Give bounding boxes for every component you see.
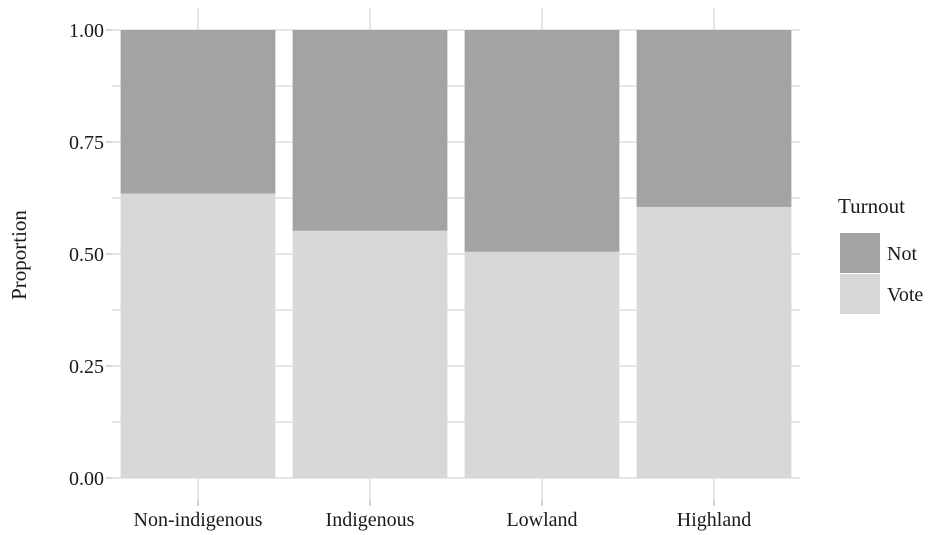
y-axis: 0.00 0.25 0.50 0.75 1.00: [69, 20, 112, 490]
bar-vote-indigenous: [292, 230, 448, 478]
x-axis: Non-indigenous Indigenous Lowland Highland: [134, 500, 751, 531]
bar-not-highland: [636, 30, 792, 207]
bars: [120, 30, 792, 478]
y-tick-label: 0.50: [69, 244, 104, 266]
y-axis-title: Proportion: [7, 210, 31, 300]
legend-swatch-vote: [840, 274, 880, 314]
legend-swatch-not: [840, 233, 880, 273]
legend-label-not: Not: [887, 243, 917, 265]
bar-vote-lowland: [464, 251, 620, 478]
x-tick-label: Lowland: [506, 509, 577, 531]
x-tick-label: Highland: [677, 509, 751, 531]
bar-vote-highland: [636, 206, 792, 478]
x-tick-label: Non-indigenous: [134, 509, 263, 531]
y-tick-label: 0.00: [69, 468, 104, 490]
y-tick-label: 0.25: [69, 356, 104, 378]
y-tick-label: 0.75: [69, 132, 104, 154]
y-tick-label: 1.00: [69, 20, 104, 42]
legend-label-vote: Vote: [887, 284, 923, 306]
bar-not-indigenous: [292, 30, 448, 231]
bar-not-lowland: [464, 30, 620, 252]
bar-not-non-indigenous: [120, 30, 276, 194]
bar-vote-non-indigenous: [120, 193, 276, 478]
legend-title: Turnout: [838, 194, 905, 218]
x-tick-label: Indigenous: [326, 509, 415, 531]
legend: Turnout Not Vote: [838, 194, 923, 314]
